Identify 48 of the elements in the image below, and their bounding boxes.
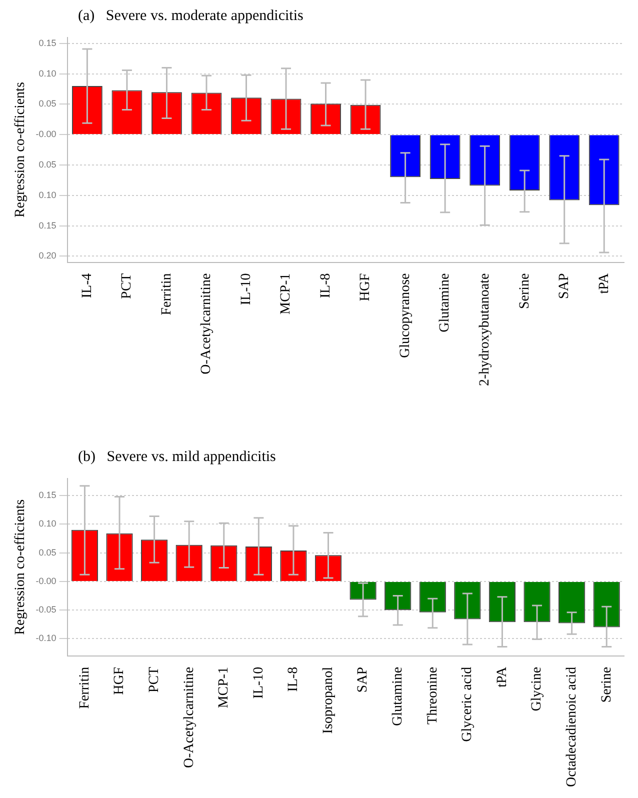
y-tick-label: -0.00 <box>36 129 56 140</box>
x-tick-label: Ferritin <box>159 273 174 316</box>
x-tick-label: MCP-1 <box>278 273 294 314</box>
y-tick-label: 0.10 <box>38 68 56 78</box>
y-tick-label: -0.05 <box>36 604 56 615</box>
y-tick-label: 0.15 <box>38 220 56 230</box>
x-tick-label: Glycine <box>530 666 545 712</box>
x-tick-label: O-Acetylcarnitine <box>199 273 214 374</box>
x-tick-label: Octadecadienoic acid <box>564 666 580 787</box>
x-tick-label: 2-hydroxybutanoate <box>478 273 492 386</box>
y-axis-title: Regression co-efficients <box>13 82 28 218</box>
y-tick-label: 0.15 <box>38 490 56 500</box>
x-tick-label: Serine <box>517 273 532 310</box>
x-tick-label: Threonine <box>425 666 440 724</box>
y-tick-label: 0.10 <box>38 190 56 200</box>
x-tick-label: tPA <box>596 272 612 294</box>
chart-title: (a) Severe vs. moderate appendicitis <box>77 8 304 25</box>
chart-title: (b) Severe vs. mild appendicitis <box>77 449 277 466</box>
y-axis-title: Regression co-efficients <box>13 499 28 635</box>
x-tick-label: Glutamine <box>438 273 453 332</box>
x-tick-label: Glucopyranose <box>398 273 413 358</box>
x-tick-label: PCT <box>120 272 135 299</box>
x-tick-label: SAP <box>356 666 371 693</box>
x-tick-label: HGF <box>112 666 128 695</box>
y-tick-label: 0.05 <box>38 98 56 109</box>
y-tick-label: -0.10 <box>36 633 56 644</box>
x-tick-label: Isopropanol <box>320 666 336 734</box>
y-tick-label: -0.00 <box>36 576 56 586</box>
x-tick-label: MCP-1 <box>216 666 232 708</box>
x-tick-label: Ferritin <box>77 666 92 709</box>
x-tick-label: O-Acetylcarnitine <box>182 666 197 768</box>
x-tick-label: SAP <box>557 273 572 299</box>
x-tick-label: IL-10 <box>238 273 254 306</box>
y-tick-label: 0.10 <box>38 518 56 529</box>
y-tick-label: 0.05 <box>38 547 56 558</box>
x-tick-label: Glutamine <box>390 666 406 726</box>
x-tick-label: tPA <box>494 666 510 688</box>
y-tick-label: 0.20 <box>38 250 56 261</box>
x-tick-label: HGF <box>358 273 374 302</box>
y-tick-label: 0.15 <box>38 38 56 48</box>
x-tick-label: IL-10 <box>251 666 266 699</box>
x-tick-label: IL-8 <box>286 666 302 692</box>
x-tick-label: PCT <box>146 666 162 693</box>
x-tick-label: IL-8 <box>318 273 334 298</box>
x-tick-label: Serine <box>599 666 614 703</box>
y-tick-label: 0.05 <box>38 160 56 170</box>
x-tick-label: IL-4 <box>80 273 95 298</box>
x-tick-label: Glyceric acid <box>460 666 476 742</box>
